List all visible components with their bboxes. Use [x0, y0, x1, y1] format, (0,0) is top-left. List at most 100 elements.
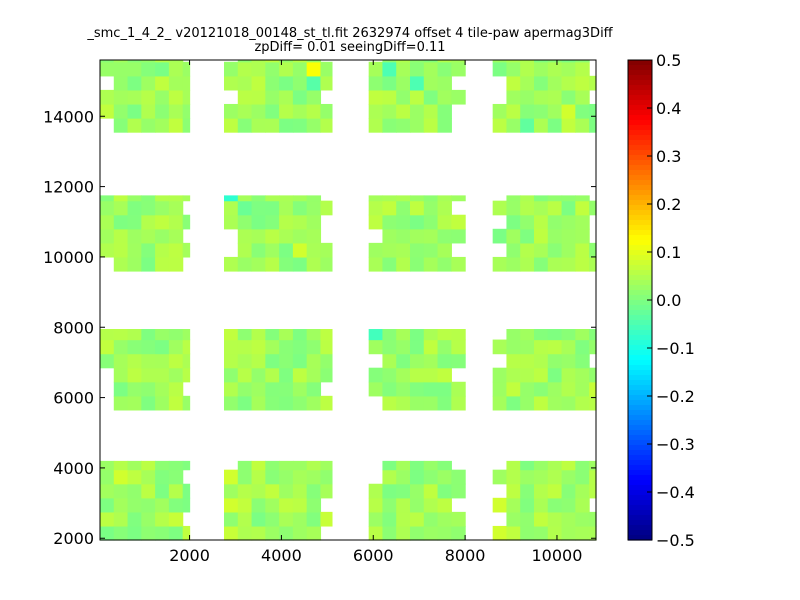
heatmap-cell	[237, 60, 253, 63]
heatmap-cell	[155, 75, 170, 91]
heatmap-cell	[127, 511, 142, 527]
heatmap-cell	[575, 381, 590, 397]
heatmap-cell	[224, 381, 239, 397]
heatmap-cell	[320, 256, 333, 272]
heatmap-cell	[410, 214, 425, 230]
heatmap-cell	[265, 118, 280, 133]
heatmap-cell	[224, 395, 239, 411]
heatmap-cell	[155, 118, 170, 133]
colorbar-segment	[628, 60, 652, 66]
heatmap-cell	[182, 75, 191, 91]
heatmap-cell	[155, 395, 170, 411]
heatmap-cell	[251, 103, 266, 119]
heatmap-cell	[575, 195, 590, 202]
heatmap-cell	[423, 367, 439, 383]
heatmap-cell	[224, 525, 239, 541]
colorbar-segment	[628, 200, 652, 206]
heatmap-cell	[575, 61, 590, 77]
heatmap-cell	[561, 103, 576, 119]
colorbar-segment	[628, 455, 652, 461]
heatmap-cell	[561, 511, 576, 527]
heatmap-cell	[382, 60, 397, 63]
heatmap-cell	[368, 75, 384, 91]
heatmap-cell	[292, 469, 308, 485]
heatmap-cell	[127, 214, 142, 230]
heatmap-cell	[279, 60, 294, 63]
heatmap-cell	[155, 61, 170, 77]
y-tick-label: 6000	[53, 389, 94, 408]
heatmap-cell	[368, 367, 384, 383]
heatmap-cell	[410, 525, 425, 541]
heatmap-cell	[575, 200, 590, 216]
heatmap-cell	[127, 381, 142, 397]
colorbar-segment	[628, 195, 652, 201]
heatmap-cell	[534, 60, 549, 63]
colorbar-segment	[628, 275, 652, 281]
heatmap-cell	[561, 339, 576, 355]
heatmap-cell	[575, 460, 590, 471]
heatmap-cell	[168, 214, 184, 230]
heatmap-cell	[155, 256, 170, 272]
heatmap-cell	[589, 256, 597, 272]
heatmap-cell	[451, 395, 466, 411]
colorbar-segment	[628, 440, 652, 446]
heatmap-cell	[182, 460, 191, 471]
heatmap-cell	[423, 497, 439, 513]
heatmap-cell	[410, 103, 425, 119]
heatmap-cell	[113, 469, 129, 485]
heatmap-cell	[561, 367, 576, 383]
colorbar-segment	[628, 530, 652, 536]
heatmap-cell	[168, 395, 184, 411]
heatmap-cell	[251, 511, 266, 527]
heatmap-cell	[127, 61, 142, 77]
heatmap-cell	[100, 329, 115, 341]
heatmap-cell	[437, 460, 452, 471]
colorbar-segment	[628, 270, 652, 276]
heatmap-cell	[306, 228, 322, 244]
heatmap-cell	[492, 200, 508, 216]
x-tick-label: 4000	[261, 546, 302, 565]
heatmap-cell	[100, 60, 115, 63]
heatmap-cell	[492, 469, 508, 485]
heatmap-cell	[292, 353, 308, 369]
heatmap-cell	[575, 353, 590, 369]
heatmap-cell	[451, 228, 466, 244]
heatmap-cell	[506, 353, 521, 369]
colorbar-segment	[628, 290, 652, 296]
heatmap-cell	[410, 228, 425, 244]
heatmap-cell	[547, 353, 563, 369]
heatmap-cell	[100, 89, 115, 105]
y-tick-label: 12000	[43, 178, 94, 197]
heatmap-cell	[547, 214, 563, 230]
heatmap-cell	[306, 395, 322, 411]
chart-title: _smc_1_4_2_ v20121018_00148_st_tl.fit 26…	[87, 26, 613, 41]
heatmap-cell	[113, 256, 129, 272]
heatmap-cell	[224, 329, 239, 341]
heatmap-cell	[437, 256, 452, 272]
heatmap-cell	[561, 381, 576, 397]
heatmap-cell	[155, 367, 170, 383]
heatmap-cell	[155, 483, 170, 499]
colorbar-segment	[628, 335, 652, 341]
heatmap-cell	[368, 214, 384, 230]
heatmap-cell	[279, 525, 294, 541]
heatmap-cell	[141, 395, 156, 411]
heatmap-cell	[382, 200, 397, 216]
heatmap-cell	[492, 339, 508, 355]
heatmap-cell	[382, 195, 397, 202]
heatmap-cell	[168, 469, 184, 485]
heatmap-cell	[547, 460, 563, 471]
heatmap-cell	[306, 60, 322, 63]
heatmap-cell	[237, 367, 253, 383]
colorbar-segment	[628, 400, 652, 406]
heatmap-cell	[224, 353, 239, 369]
heatmap-cell	[141, 228, 156, 244]
heatmap-cell	[237, 103, 253, 119]
heatmap-cell	[100, 525, 115, 541]
colorbar-segment	[628, 445, 652, 451]
heatmap-cell	[265, 367, 280, 383]
heatmap-cell	[520, 497, 535, 513]
colorbar-segment	[628, 220, 652, 226]
colorbar-tick-label: 0.1	[656, 243, 681, 262]
colorbar-segment	[628, 430, 652, 436]
